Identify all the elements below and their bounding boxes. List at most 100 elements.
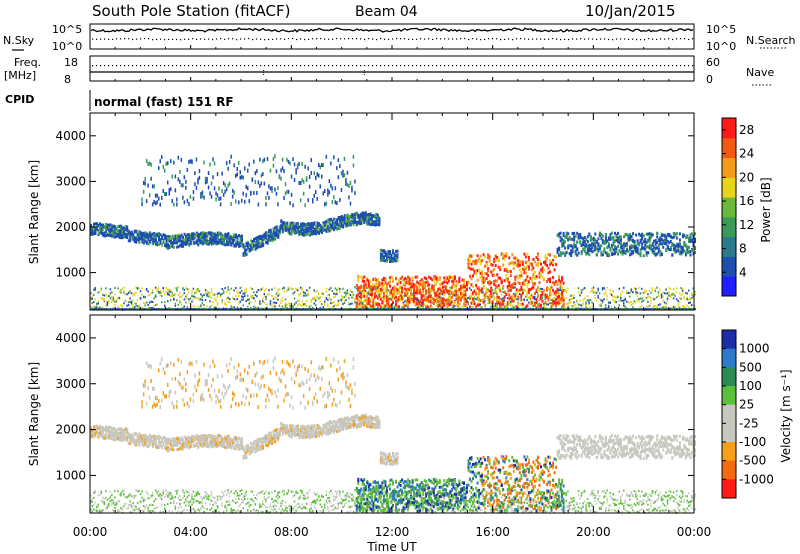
power-echo <box>262 238 265 242</box>
power-echo <box>221 292 223 295</box>
power-echo <box>642 291 645 294</box>
nave-dot <box>428 65 430 67</box>
power-echo <box>512 296 515 300</box>
power-echo <box>591 288 593 290</box>
nave-dot <box>140 65 142 67</box>
power-echo <box>120 230 123 234</box>
power-echo <box>460 291 462 295</box>
nave-dot <box>116 65 118 67</box>
power-echo <box>533 282 536 286</box>
power-echo <box>453 294 456 297</box>
power-echo <box>156 290 158 293</box>
power-echo <box>106 302 109 305</box>
power-echo <box>559 231 562 235</box>
power-echo <box>108 223 111 227</box>
power-echo <box>215 191 217 196</box>
power-echo <box>508 256 511 260</box>
power-echo <box>615 235 618 239</box>
power-echo <box>182 183 184 188</box>
power-echo <box>295 288 297 291</box>
power-echo <box>514 294 517 298</box>
nave-dot <box>580 65 582 67</box>
power-echo <box>527 265 530 269</box>
power-echo <box>540 305 542 309</box>
power-echo <box>612 248 615 252</box>
power-echo <box>269 234 272 238</box>
nave-dot <box>692 65 694 67</box>
power-echo <box>186 306 189 309</box>
power-echo <box>503 290 506 294</box>
power-echo <box>497 284 500 287</box>
power-echo <box>393 296 396 300</box>
power-echo <box>387 306 390 309</box>
noise-search-dot <box>456 38 458 40</box>
noise-search-dot <box>208 38 210 40</box>
nave-dot <box>424 65 426 67</box>
power-echo <box>94 222 97 226</box>
power-echo <box>623 235 625 239</box>
power-echo <box>514 278 517 282</box>
power-echo <box>514 298 516 301</box>
power-echo <box>592 290 595 293</box>
power-echo <box>369 304 372 308</box>
power-echo <box>241 295 243 298</box>
power-echo <box>384 259 387 263</box>
power-echo <box>617 236 619 240</box>
power-echo <box>530 279 533 283</box>
power-echo <box>215 234 218 238</box>
power-echo <box>339 289 341 292</box>
power-echo <box>284 305 287 308</box>
power-echo <box>201 231 204 235</box>
power-echo <box>299 303 302 306</box>
power-echo <box>318 293 320 296</box>
power-echo <box>322 228 325 232</box>
power-echo <box>142 189 145 194</box>
power-echo <box>537 304 539 308</box>
power-echo <box>612 235 615 239</box>
power-echo <box>582 299 584 302</box>
power-echo <box>357 216 360 220</box>
power-echo <box>583 239 586 243</box>
power-echo <box>360 293 363 297</box>
power-echo <box>630 304 633 306</box>
power-echo <box>490 291 493 295</box>
nave-dot <box>540 65 542 67</box>
power-echo <box>524 267 527 270</box>
power-echo <box>305 299 308 302</box>
power-echo <box>520 287 523 291</box>
power-echo <box>266 232 269 235</box>
power-echo <box>185 286 187 289</box>
power-echo <box>573 245 576 249</box>
noise-search-dot <box>152 39 154 41</box>
power-echo <box>641 287 643 290</box>
power-echo <box>404 294 406 297</box>
noise-search-dot <box>648 38 650 40</box>
power-echo <box>183 238 186 242</box>
noise-search-dot <box>260 38 262 40</box>
power-echo <box>485 277 488 280</box>
power-echo <box>521 288 524 291</box>
power-echo <box>428 287 431 291</box>
power-echo <box>386 295 388 298</box>
power-echo <box>570 298 572 300</box>
power-echo <box>360 295 363 299</box>
power-echo <box>351 221 354 225</box>
power-echo <box>198 234 201 238</box>
power-echo <box>156 303 158 306</box>
power-echo <box>254 306 257 309</box>
power-echo <box>147 294 149 297</box>
power-echo <box>106 301 109 304</box>
nave-dot <box>292 65 294 67</box>
nave-dot <box>92 65 94 67</box>
power-echo <box>251 177 254 182</box>
power-echo <box>218 240 221 244</box>
power-echo <box>630 250 633 254</box>
power-echo <box>91 231 94 235</box>
freq-label-2: [MHz] <box>4 69 36 82</box>
power-echo <box>102 232 105 236</box>
power-echo <box>139 297 142 300</box>
power-echo <box>387 250 390 254</box>
power-echo <box>630 244 633 248</box>
power-echo <box>518 274 521 278</box>
power-echo <box>558 247 561 251</box>
